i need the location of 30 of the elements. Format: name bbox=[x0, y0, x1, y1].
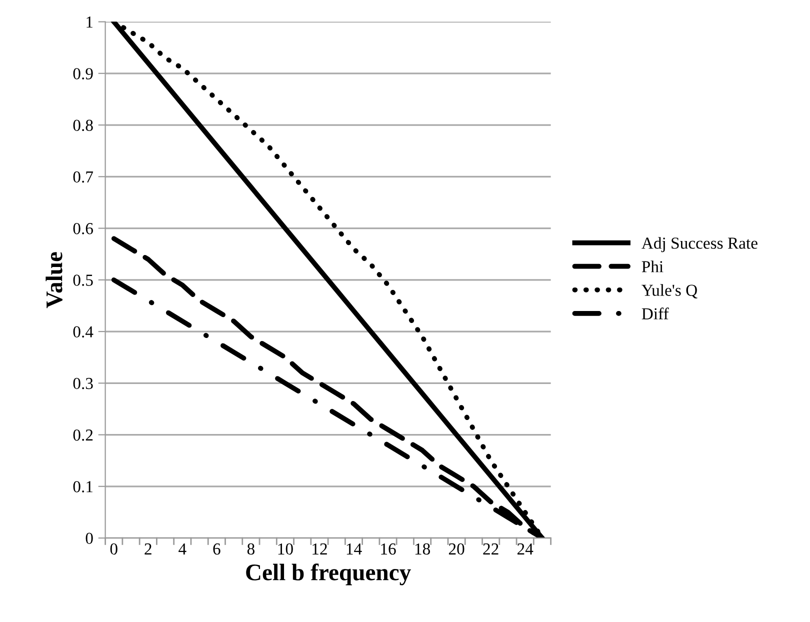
y-tick-label: 1 bbox=[86, 16, 92, 28]
x-tick-label: 16 bbox=[381, 543, 396, 555]
x-tick-label: 22 bbox=[483, 543, 498, 554]
x-tick-label: 14 bbox=[346, 543, 362, 554]
y-tick-label: 0.5 bbox=[73, 274, 93, 286]
x-axis-title: Cell b frequency bbox=[246, 564, 411, 586]
legend-label: Phi bbox=[642, 260, 664, 272]
y-tick-label: 0.4 bbox=[73, 326, 94, 338]
y-tick-label: 0.9 bbox=[73, 68, 93, 80]
y-tick-label: 0.7 bbox=[73, 171, 94, 183]
x-tick-label: 6 bbox=[213, 543, 220, 555]
x-tick-label: 8 bbox=[247, 543, 254, 555]
x-tick-label: 2 bbox=[144, 543, 152, 554]
y-tick-label: 0.8 bbox=[73, 120, 93, 132]
legend-label: Yule's Q bbox=[642, 284, 698, 298]
legend-label: Adj Success Rate bbox=[642, 237, 758, 252]
legend-label: Diff bbox=[642, 308, 669, 320]
y-axis-title: Value bbox=[46, 252, 62, 308]
y-tick-label: 0 bbox=[86, 532, 93, 544]
x-tick-label: 4 bbox=[178, 543, 186, 554]
y-tick-label: 0.3 bbox=[73, 378, 93, 390]
y-tick-label: 0.6 bbox=[73, 222, 93, 234]
x-tick-label: 10 bbox=[278, 543, 293, 555]
x-tick-label: 12 bbox=[312, 543, 327, 554]
x-tick-label: 20 bbox=[448, 543, 464, 555]
x-tick-label: 18 bbox=[415, 543, 430, 555]
y-tick-label: 0.2 bbox=[73, 429, 93, 441]
y-tick-label: 0.1 bbox=[73, 481, 92, 492]
x-tick-label: 24 bbox=[517, 543, 534, 554]
x-tick-label: 0 bbox=[110, 543, 118, 555]
